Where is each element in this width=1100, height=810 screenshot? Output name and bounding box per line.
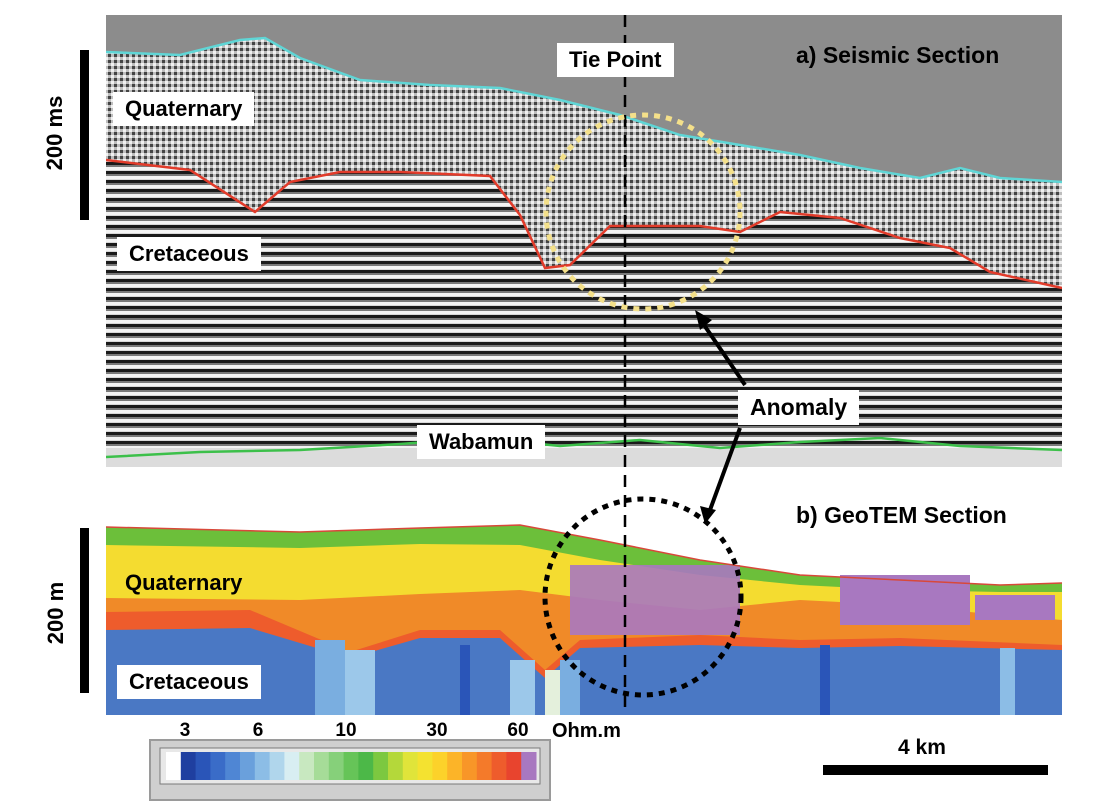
depth-scale-label: 200 m: [43, 581, 68, 645]
colorbar-cell: [506, 752, 522, 780]
colorbar-cell: [462, 752, 478, 780]
colorbar-cell: [299, 752, 315, 780]
seismic-section: [106, 15, 1062, 467]
time-scale-bar: [80, 50, 89, 220]
colorbar-tick-label: 3: [179, 720, 191, 741]
colorbar-cell: [225, 752, 241, 780]
colorbar-unit-label: Ohm.m: [552, 720, 621, 742]
tie-point-label: Tie Point: [557, 43, 674, 77]
geotem-section: [106, 524, 1062, 715]
colorbar-tick-label: 6: [252, 720, 264, 741]
seismic-section-title: a) Seismic Section: [796, 42, 1000, 68]
depth-scale-bar: [80, 528, 89, 693]
colorbar-cell: [254, 752, 271, 780]
cretaceous-label-geotem: Cretaceous: [117, 665, 261, 699]
colorbar-cell: [476, 752, 493, 780]
colorbar-cell: [328, 752, 345, 780]
anomaly-circle-seismic: [543, 112, 743, 312]
colorbar-cell: [388, 752, 404, 780]
colorbar-cell: [358, 752, 374, 780]
colorbar-tick-label: 60: [507, 720, 529, 741]
colorbar-cell: [343, 752, 359, 780]
colorbar-cell: [521, 752, 537, 780]
colorbar-cell: [210, 752, 226, 780]
colorbar-cell: [373, 752, 389, 780]
colorbar-cell: [195, 752, 211, 780]
cretaceous-label-seismic: Cretaceous: [117, 237, 261, 271]
colorbar-cell: [269, 752, 285, 780]
colorbar-cell: [402, 752, 419, 780]
wabamun-label: Wabamun: [417, 425, 546, 459]
colorbar-cell: [314, 752, 330, 780]
colorbar-cell: [284, 752, 300, 780]
colorbar-cell: [240, 752, 256, 780]
colorbar-cell: [491, 752, 507, 780]
colorbar-cell: [180, 752, 197, 780]
colorbar-cell: [166, 752, 182, 780]
quaternary-label-geotem: Quaternary: [125, 570, 243, 595]
anomaly-arrows: [695, 310, 747, 524]
colorbar: [149, 739, 551, 801]
quaternary-label-seismic: Quaternary: [113, 92, 255, 126]
scale-bar: [823, 765, 1048, 775]
colorbar-tick-label: 10: [335, 720, 357, 741]
colorbar-cell: [417, 752, 433, 780]
anomaly-label: Anomaly: [738, 390, 860, 425]
colorbar-cell: [432, 752, 448, 780]
time-scale-label: 200 ms: [42, 95, 67, 171]
anomaly-circle-geotem: [542, 496, 744, 698]
colorbar-tick-label: 30: [426, 720, 448, 741]
scale-bar-label: 4 km: [898, 736, 946, 759]
geotem-section-title: b) GeoTEM Section: [796, 502, 1007, 528]
colorbar-cell: [447, 752, 463, 780]
